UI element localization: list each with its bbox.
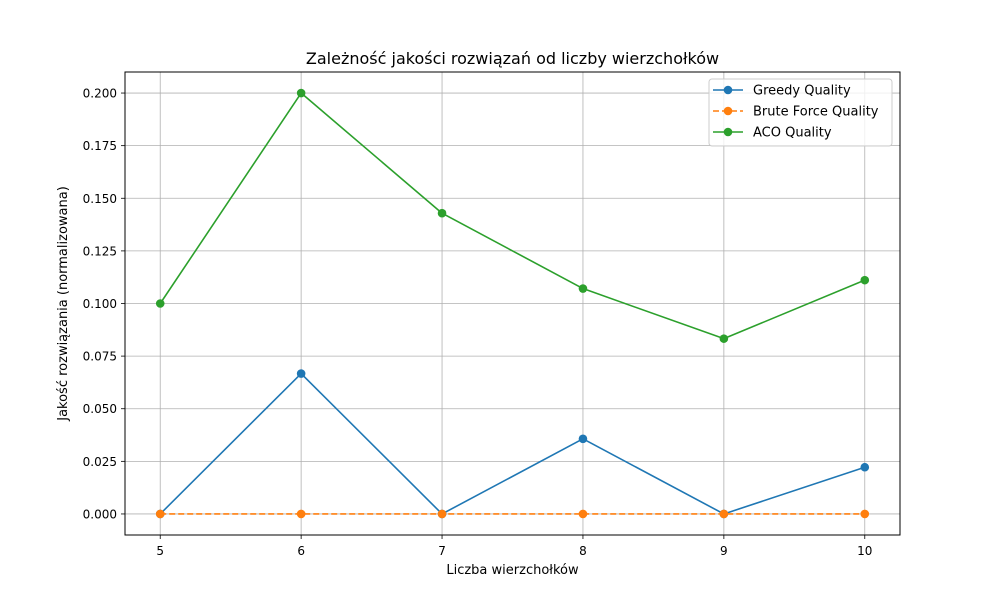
x-tick-label: 5 (156, 544, 164, 558)
x-tick-label: 9 (720, 544, 728, 558)
y-tick-label: 0.100 (83, 297, 117, 311)
data-point-brute-force-quality (437, 509, 447, 519)
series-layer (155, 88, 870, 519)
series-aco-quality (155, 88, 870, 343)
data-point-greedy-quality (860, 462, 870, 472)
y-tick-label: 0.075 (83, 350, 117, 364)
legend-label-aco-quality: ACO Quality (753, 126, 832, 141)
y-tick-label: 0.125 (83, 244, 117, 258)
series-brute-force-quality (155, 509, 870, 519)
data-point-aco-quality (860, 275, 870, 285)
data-point-aco-quality (719, 334, 729, 343)
data-point-brute-force-quality (860, 509, 870, 519)
y-tick-label: 0.050 (83, 402, 117, 416)
data-point-aco-quality (578, 284, 588, 293)
legend-entry-greedy-quality: Greedy Quality (713, 84, 851, 99)
legend-marker-brute-force-quality (723, 106, 733, 116)
x-tick-label: 6 (297, 544, 305, 558)
legend-box (708, 78, 893, 147)
y-tick-label: 0.150 (83, 192, 117, 206)
data-point-brute-force-quality (578, 509, 588, 519)
data-point-aco-quality (437, 208, 447, 218)
x-tick-label: 10 (857, 544, 872, 558)
data-point-brute-force-quality (296, 509, 306, 519)
data-point-greedy-quality (578, 434, 588, 444)
data-point-brute-force-quality (155, 509, 165, 519)
y-tick-label: 0.175 (83, 139, 117, 153)
data-point-aco-quality (296, 88, 306, 98)
y-tick-label: 0.200 (83, 87, 117, 101)
x-axis-label: Liczba wierzchołków (446, 563, 579, 578)
legend-label-brute-force-quality: Brute Force Quality (753, 105, 879, 120)
series-line-aco-quality (159, 92, 866, 340)
legend-marker-greedy-quality (723, 85, 733, 95)
legend: Greedy Quality Brute Force Quality ACO Qua… (708, 78, 893, 147)
ticks: 5 6 7 8 9 10 0.000 0.025 0.050 0.075 0.100 0.125 0.1… (83, 87, 873, 558)
data-point-brute-force-quality (719, 509, 729, 519)
y-tick-label: 0.025 (83, 455, 117, 469)
data-point-aco-quality (155, 299, 165, 308)
y-tick-label: 0.000 (83, 507, 117, 521)
chart-title: Zależność jakości rozwiązań od liczby wi… (306, 49, 719, 68)
x-tick-label: 8 (579, 544, 587, 558)
legend-entry-aco-quality: ACO Quality (713, 126, 832, 141)
x-tick-label: 7 (438, 544, 446, 558)
legend-label-greedy-quality: Greedy Quality (753, 84, 851, 99)
legend-marker-aco-quality (723, 127, 733, 137)
y-axis-label: Jakość rozwiązania (normalizowana) (56, 186, 71, 422)
data-point-greedy-quality (296, 369, 306, 378)
legend-entry-brute-force-quality: Brute Force Quality (713, 105, 879, 120)
series-line-greedy-quality (159, 372, 866, 515)
